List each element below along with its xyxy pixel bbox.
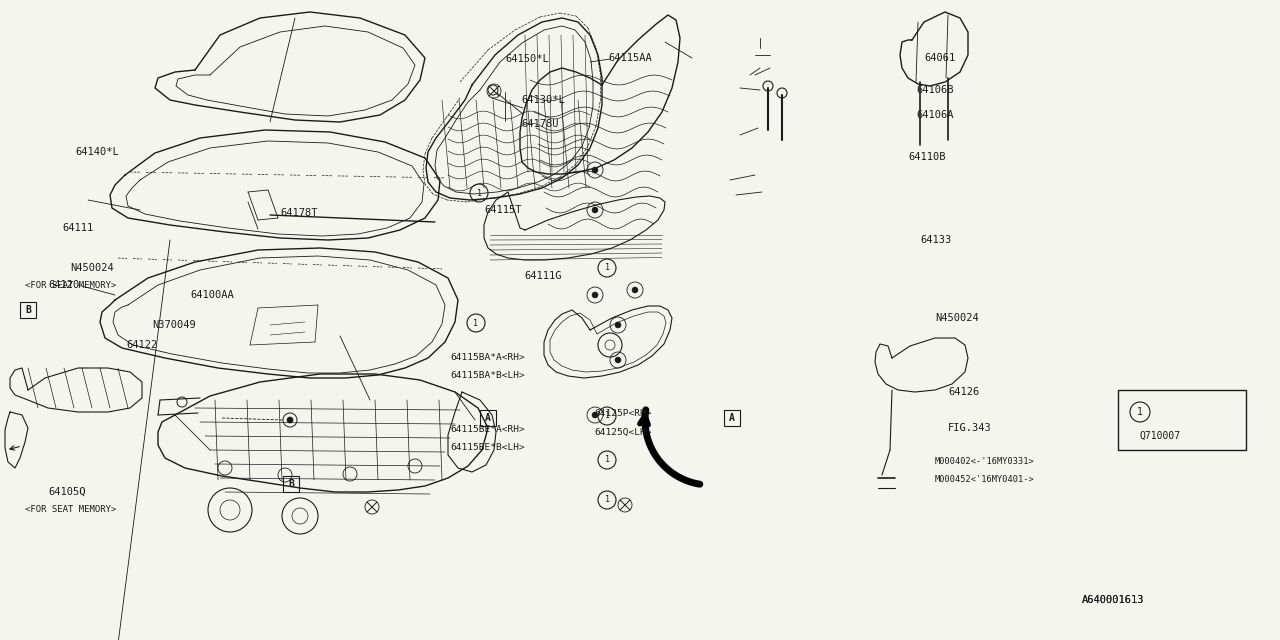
Text: A640001613: A640001613 — [1082, 595, 1144, 605]
Text: 64061: 64061 — [924, 53, 955, 63]
Text: 64115AA: 64115AA — [608, 53, 652, 63]
Text: 64106A: 64106A — [916, 110, 954, 120]
Text: 1: 1 — [1137, 407, 1143, 417]
Text: 64115BA*B<LH>: 64115BA*B<LH> — [451, 371, 525, 381]
Text: A: A — [485, 413, 492, 423]
Text: 64115BE*A<RH>: 64115BE*A<RH> — [451, 426, 525, 435]
Text: A: A — [730, 413, 735, 423]
Circle shape — [591, 207, 598, 213]
Text: 64125Q<LH>: 64125Q<LH> — [594, 428, 652, 436]
Text: 64126: 64126 — [948, 387, 979, 397]
Circle shape — [287, 417, 293, 423]
Bar — [283, 476, 300, 492]
Text: 64105Q: 64105Q — [49, 487, 86, 497]
Text: 64120: 64120 — [49, 280, 79, 290]
Text: 1: 1 — [604, 456, 609, 465]
Circle shape — [614, 357, 621, 363]
Text: N370049: N370049 — [152, 320, 196, 330]
Text: M000452<'16MY0401->: M000452<'16MY0401-> — [934, 476, 1034, 484]
Circle shape — [614, 322, 621, 328]
Text: <FOR SEAT MEMORY>: <FOR SEAT MEMORY> — [26, 280, 116, 289]
Text: 64150*L: 64150*L — [506, 54, 549, 64]
Bar — [20, 302, 36, 318]
Circle shape — [591, 412, 598, 418]
Circle shape — [591, 167, 598, 173]
Text: 64115BE*B<LH>: 64115BE*B<LH> — [451, 444, 525, 452]
Text: 64125P<RH>: 64125P<RH> — [594, 410, 652, 419]
Text: A640001613: A640001613 — [1082, 595, 1144, 605]
Text: 64111: 64111 — [61, 223, 93, 233]
Text: N450024: N450024 — [70, 263, 114, 273]
Text: B: B — [288, 479, 294, 489]
Circle shape — [632, 287, 637, 293]
Text: 64178U: 64178U — [521, 119, 558, 129]
Bar — [1117, 390, 1245, 450]
Text: 64106B: 64106B — [916, 85, 954, 95]
Text: <FOR SEAT MEMORY>: <FOR SEAT MEMORY> — [26, 506, 116, 515]
Text: 1: 1 — [474, 319, 479, 328]
Text: Q710007: Q710007 — [1140, 431, 1181, 441]
Text: 64178T: 64178T — [280, 208, 317, 218]
Bar — [724, 410, 740, 426]
Text: M000402<-'16MY0331>: M000402<-'16MY0331> — [934, 458, 1034, 467]
Text: 64140*L: 64140*L — [76, 147, 119, 157]
Text: B: B — [26, 305, 31, 315]
Text: 1: 1 — [604, 495, 609, 504]
Text: 1: 1 — [476, 189, 481, 198]
Text: 64111G: 64111G — [524, 271, 562, 281]
Text: 64100AA: 64100AA — [189, 290, 234, 300]
Text: 64115T: 64115T — [484, 205, 521, 215]
Text: 64122: 64122 — [125, 340, 157, 350]
Circle shape — [591, 292, 598, 298]
Text: 1: 1 — [604, 264, 609, 273]
Text: N450024: N450024 — [934, 313, 979, 323]
Text: 64115BA*A<RH>: 64115BA*A<RH> — [451, 353, 525, 362]
Bar — [480, 410, 497, 426]
Text: FIG.343: FIG.343 — [948, 423, 992, 433]
Text: 64130*L: 64130*L — [521, 95, 564, 105]
Text: 1: 1 — [604, 412, 609, 420]
Text: 64133: 64133 — [920, 235, 951, 245]
Text: 64110B: 64110B — [908, 152, 946, 162]
